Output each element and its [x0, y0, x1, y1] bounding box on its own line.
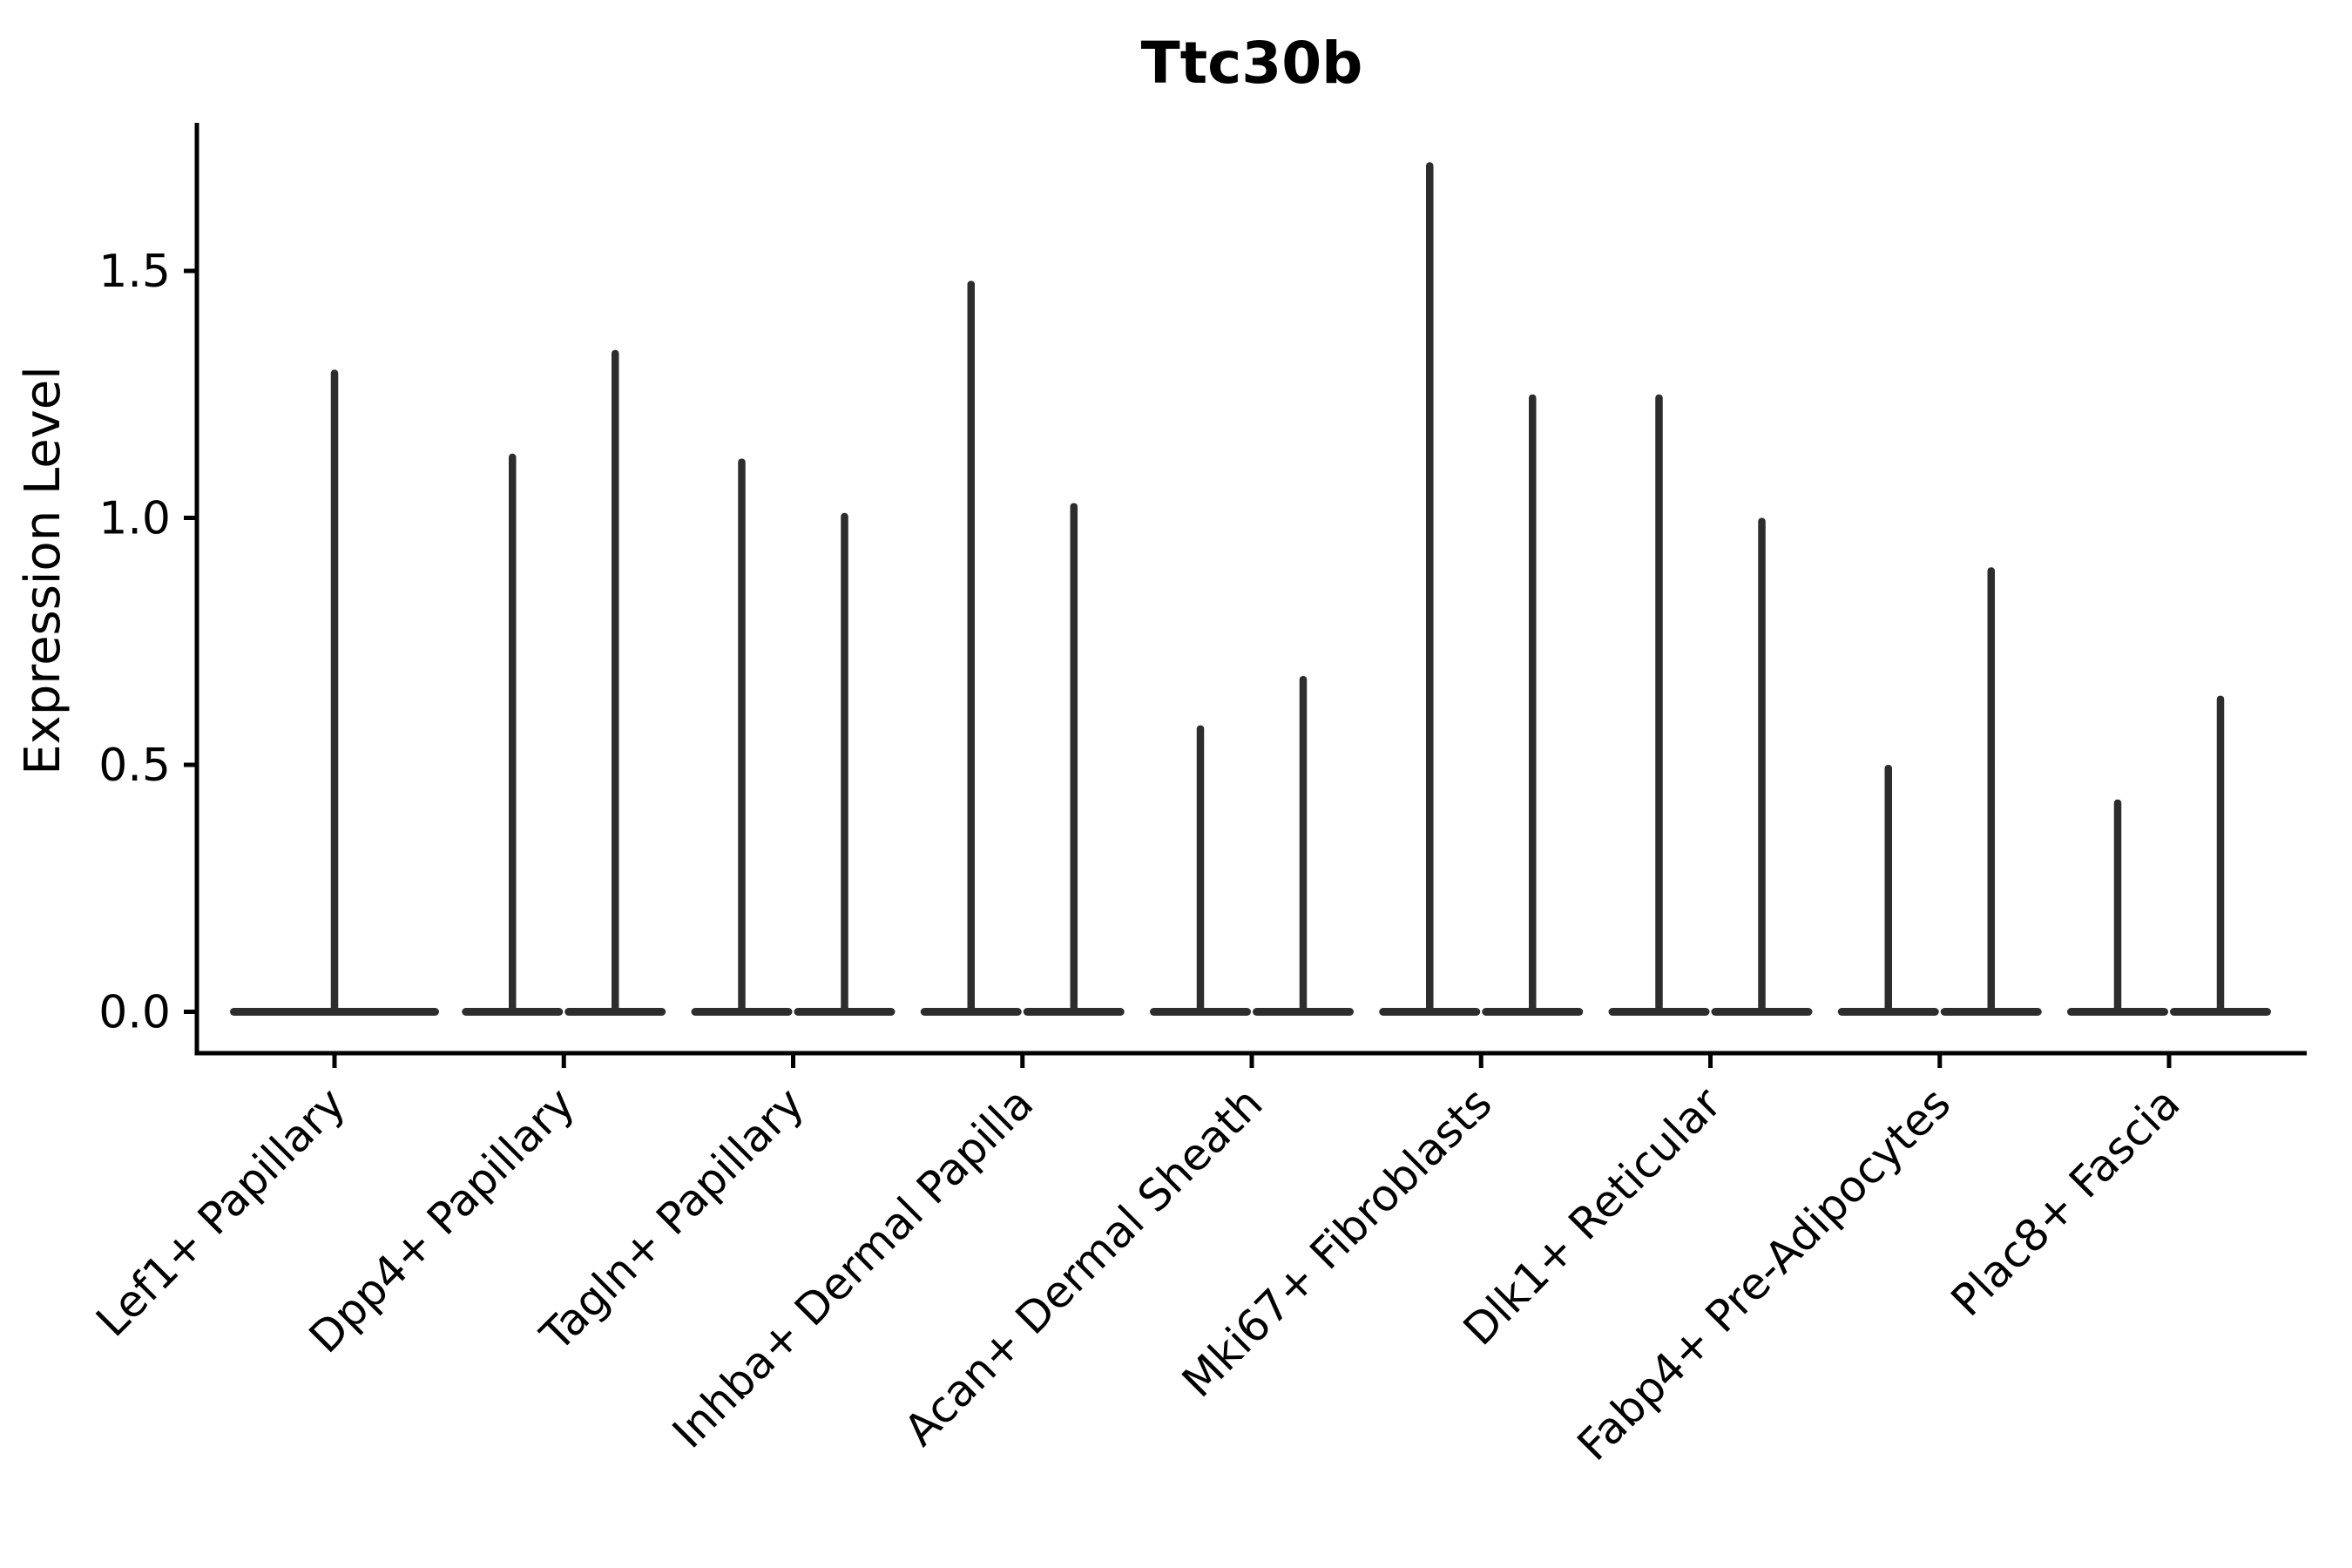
- violin-spike: [1987, 567, 1995, 1012]
- jitter-point: [1197, 737, 1204, 744]
- violin-spike: [841, 512, 848, 1012]
- jitter-point: [1197, 761, 1204, 768]
- violin-spike: [509, 453, 517, 1012]
- violin-spike: [1426, 162, 1434, 1012]
- x-tick-label: Fabp4+ Pre-Adipocytes: [1568, 1078, 1961, 1470]
- violin-spike: [1758, 517, 1766, 1012]
- violin-spike: [1884, 765, 1892, 1012]
- x-tick-label: Plac8+ Fascia: [1942, 1078, 2190, 1326]
- x-tick-label: Lef1+ Papillary: [86, 1078, 355, 1346]
- y-tick-label: 1.0: [98, 493, 171, 545]
- violin-spike: [612, 349, 619, 1012]
- y-axis-label: Expression Level: [15, 366, 71, 775]
- violin-spike: [2113, 799, 2122, 1012]
- jitter-point: [1988, 756, 1995, 763]
- violin-spike: [2216, 695, 2225, 1012]
- violin-spike: [1529, 394, 1537, 1012]
- violin-spike: [1070, 503, 1078, 1012]
- jitter-point: [2217, 811, 2224, 818]
- jitter-point: [1197, 821, 1204, 828]
- violin-spike: [330, 369, 339, 1012]
- y-tick-label: 0.0: [98, 987, 171, 1039]
- violin-spike: [1196, 725, 1205, 1012]
- violin-spike: [1655, 394, 1663, 1012]
- violin-spike: [1299, 675, 1308, 1012]
- violin-spike: [967, 280, 975, 1012]
- violin-spike: [738, 458, 746, 1012]
- chart-title: Ttc30b: [1141, 30, 1363, 97]
- jitter-point: [1988, 811, 1995, 818]
- jitter-point: [1988, 767, 1995, 774]
- y-tick-label: 1.5: [98, 246, 171, 298]
- y-tick-label: 0.5: [98, 740, 171, 792]
